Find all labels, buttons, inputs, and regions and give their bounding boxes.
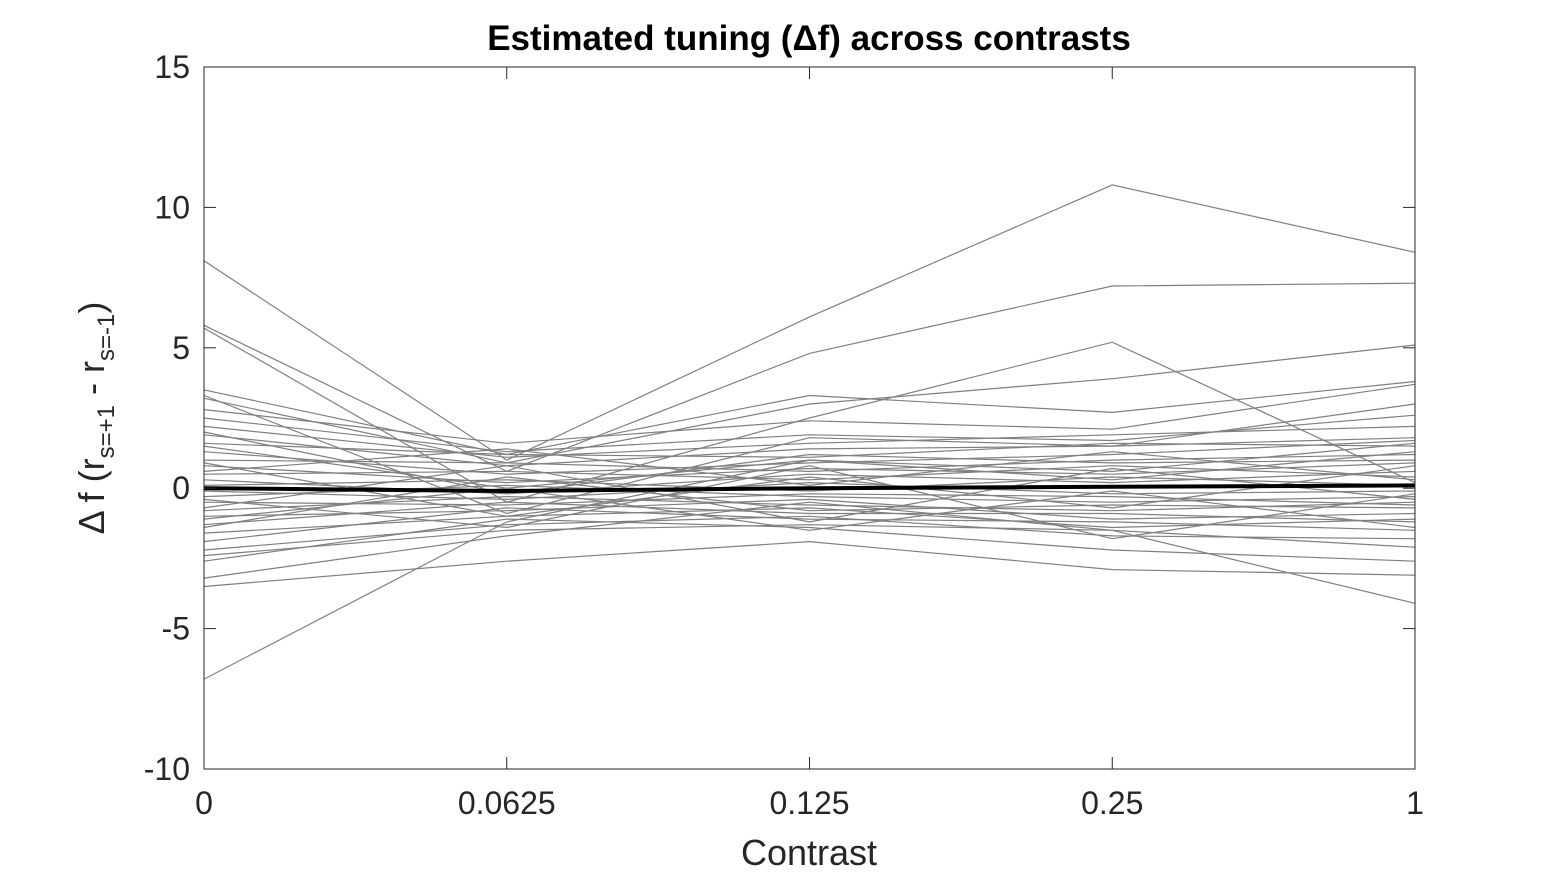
individual-line-8 bbox=[203, 540, 1416, 588]
individual-line-37 bbox=[203, 448, 1416, 487]
individual-line-18 bbox=[203, 465, 1416, 481]
y-axis-label: Δ f (rs=+1 - rs=-1) bbox=[71, 302, 120, 535]
individual-line-28 bbox=[203, 507, 1416, 543]
y-tick-label: -10 bbox=[144, 751, 190, 787]
y-axis-label-sub2: s=-1 bbox=[93, 314, 120, 361]
y-tick-label: 10 bbox=[154, 189, 190, 225]
x-tick-label: 0 bbox=[195, 785, 213, 821]
x-axis-label: Contrast bbox=[741, 832, 877, 873]
y-axis-label-sub1: s=+1 bbox=[93, 405, 120, 458]
individual-line-1 bbox=[203, 282, 1416, 473]
individual-line-23 bbox=[203, 493, 1416, 506]
y-tick-labels: -10 -5 0 5 10 15 bbox=[144, 49, 190, 787]
individual-line-21 bbox=[203, 481, 1416, 501]
x-tick-label: 0.125 bbox=[769, 785, 849, 821]
x-tick-label: 0.0625 bbox=[458, 785, 556, 821]
y-axis-label-middle: - r bbox=[71, 361, 112, 405]
x-tick-label: 0.25 bbox=[1081, 785, 1143, 821]
individual-line-9 bbox=[203, 501, 1416, 604]
y-tick-label: 5 bbox=[172, 330, 190, 366]
y-tick-label: 0 bbox=[172, 470, 190, 506]
y-axis-label-suffix: ) bbox=[71, 302, 112, 314]
individual-line-38 bbox=[203, 465, 1416, 540]
individual-line-30 bbox=[203, 524, 1416, 557]
mean-line bbox=[203, 483, 1416, 494]
individual-line-29 bbox=[203, 515, 1416, 551]
individual-line-6 bbox=[203, 383, 1416, 444]
individual-line-0 bbox=[203, 184, 1416, 461]
individual-line-25 bbox=[203, 498, 1416, 520]
individual-line-20 bbox=[203, 476, 1416, 492]
individual-line-12 bbox=[203, 425, 1416, 458]
individual-lines bbox=[203, 184, 1416, 680]
individual-line-34 bbox=[203, 465, 1416, 523]
x-tick-labels: 0 0.0625 0.125 0.25 1 bbox=[195, 785, 1424, 821]
chart-title: Estimated tuning (Δf) across contrasts bbox=[487, 19, 1131, 58]
x-tick-label: 1 bbox=[1406, 785, 1424, 821]
mean-line-group bbox=[203, 483, 1416, 494]
individual-line-36 bbox=[203, 487, 1416, 531]
individual-line-3 bbox=[203, 380, 1416, 456]
individual-line-16 bbox=[203, 453, 1416, 473]
individual-line-32 bbox=[203, 476, 1416, 529]
y-axis-label-prefix: Δ f (r bbox=[71, 458, 112, 534]
ticks bbox=[203, 66, 1416, 770]
individual-line-14 bbox=[203, 442, 1416, 458]
individual-line-35 bbox=[203, 445, 1416, 489]
individual-line-24 bbox=[203, 495, 1416, 512]
y-tick-label: -5 bbox=[162, 611, 190, 647]
individual-line-15 bbox=[203, 439, 1416, 475]
individual-line-2 bbox=[203, 327, 1416, 503]
individual-line-31 bbox=[203, 431, 1416, 495]
individual-line-13 bbox=[203, 434, 1416, 467]
y-tick-label: 15 bbox=[154, 49, 190, 85]
individual-line-26 bbox=[203, 501, 1416, 526]
individual-line-4 bbox=[203, 344, 1416, 464]
